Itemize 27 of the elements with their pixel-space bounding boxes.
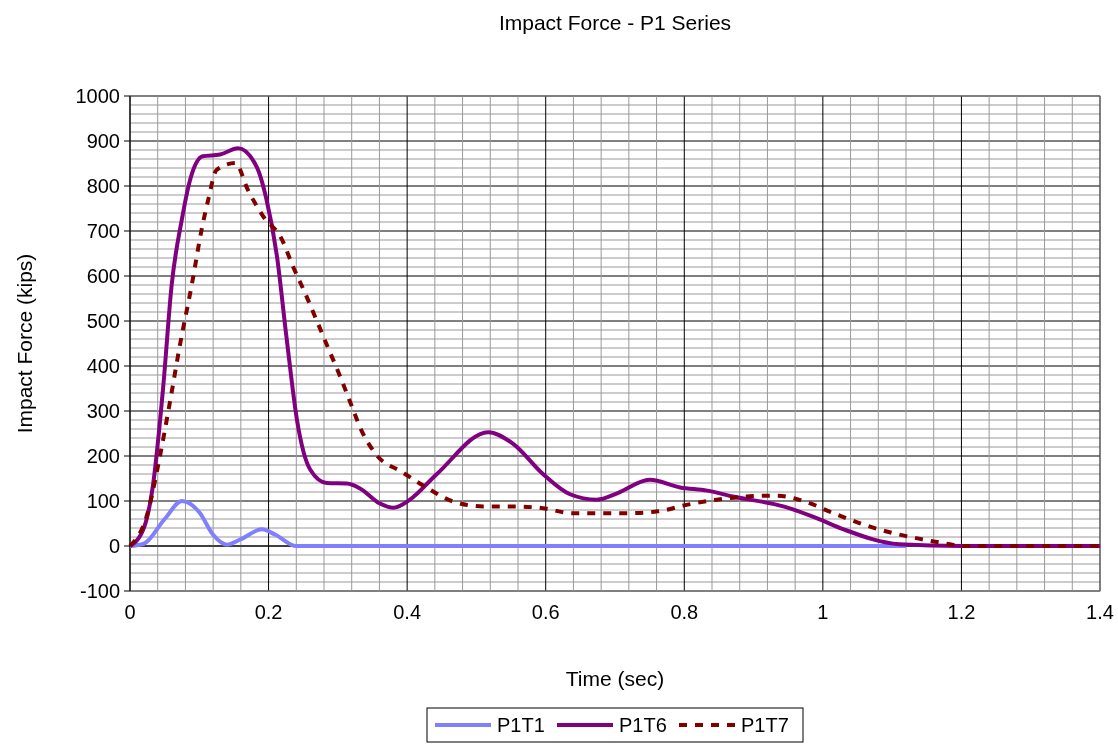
chart-title: Impact Force - P1 Series xyxy=(498,11,732,34)
y-tick-label: 0 xyxy=(108,535,120,557)
y-tick-label: 1000 xyxy=(75,85,120,107)
x-tick-label: 0.4 xyxy=(393,601,422,623)
y-tick-label: 200 xyxy=(86,445,120,467)
y-tick-label: 100 xyxy=(86,490,120,512)
legend-label: P1T1 xyxy=(497,714,545,736)
x-tick-label: 0.8 xyxy=(670,601,699,623)
x-tick-label: 0 xyxy=(124,601,136,623)
y-tick-label: 400 xyxy=(86,355,120,377)
y-axis-title: Impact Force (kips) xyxy=(13,253,36,434)
y-tick-label: 900 xyxy=(86,130,120,152)
x-tick-label: 0.6 xyxy=(531,601,560,623)
x-tick-label: 1.4 xyxy=(1086,601,1114,623)
x-axis-title: Time (sec) xyxy=(565,667,665,690)
y-tick-label: 500 xyxy=(86,310,120,332)
x-tick-label: 0.2 xyxy=(254,601,283,623)
y-tick-label: -100 xyxy=(79,580,120,602)
x-tick-label: 1 xyxy=(817,601,829,623)
y-tick-label: 800 xyxy=(86,175,120,197)
y-tick-label: 300 xyxy=(86,400,120,422)
line-series xyxy=(128,499,908,548)
y-tick-label: 600 xyxy=(86,265,120,287)
x-tick-label: 1.2 xyxy=(947,601,976,623)
legend-label: P1T7 xyxy=(741,714,789,736)
y-tick-label: 700 xyxy=(86,220,120,242)
legend-label: P1T6 xyxy=(619,714,667,736)
